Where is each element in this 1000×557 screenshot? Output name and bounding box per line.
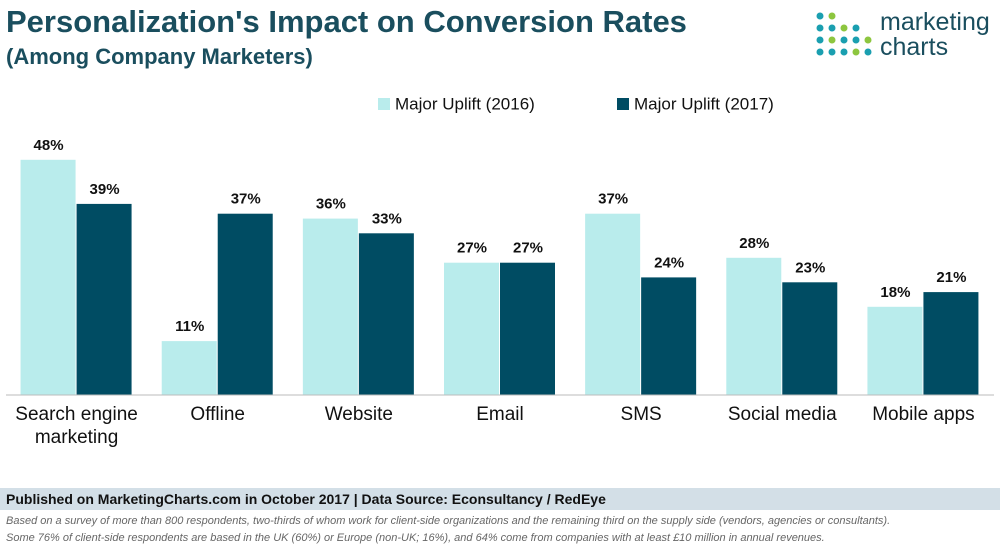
- bar: [76, 203, 132, 395]
- value-label: 28%: [739, 235, 769, 252]
- x-tick-label: Mobile apps: [872, 404, 975, 425]
- bar: [923, 292, 979, 395]
- bar: [302, 218, 358, 395]
- bar: [585, 213, 641, 395]
- bar: [867, 306, 923, 395]
- x-tick-label: Email: [476, 404, 524, 425]
- value-label: 18%: [880, 284, 910, 301]
- bar: [500, 262, 555, 395]
- x-tick-label: Offline: [190, 404, 245, 425]
- legend-swatch: [378, 98, 390, 110]
- value-label: 27%: [457, 240, 487, 257]
- bar: [20, 159, 76, 395]
- bar: [726, 257, 782, 395]
- value-label: 37%: [231, 191, 261, 208]
- value-label: 27%: [513, 240, 543, 257]
- source: Published on MarketingCharts.com in Octo…: [0, 488, 1000, 510]
- x-tick-label: SMS: [620, 404, 662, 425]
- bar: [358, 233, 414, 395]
- chart-subtitle: (Among Company Marketers): [6, 44, 313, 69]
- chart-title: Personalization's Impact on Conversion R…: [6, 4, 687, 39]
- value-label: 48%: [34, 137, 64, 154]
- bar: [161, 341, 217, 395]
- legend-swatch: [617, 98, 629, 110]
- value-label: 23%: [795, 259, 825, 276]
- logo-text: charts: [880, 33, 949, 61]
- value-label: 33%: [372, 210, 402, 227]
- logo-text: marketing: [880, 8, 990, 36]
- x-tick-label: Search engine marketing: [15, 404, 138, 448]
- legend-label: Major Uplift (2017): [634, 94, 774, 113]
- note: Based on a survey of more than 800 respo…: [6, 515, 891, 527]
- value-label: 24%: [654, 254, 684, 271]
- legend-label: Major Uplift (2016): [395, 94, 535, 113]
- value-label: 39%: [90, 181, 120, 198]
- bar: [444, 262, 499, 395]
- note: Some 76% of client-side respondents are …: [6, 532, 825, 544]
- bar: [217, 213, 273, 395]
- value-label: 37%: [598, 191, 628, 208]
- bar: [782, 282, 838, 395]
- value-label: 11%: [175, 318, 204, 335]
- value-label: 36%: [316, 196, 346, 213]
- x-tick-label: Website: [324, 404, 393, 425]
- logo-dots: [816, 12, 872, 56]
- x-tick-label: Social media: [727, 404, 837, 425]
- value-label: 21%: [936, 269, 966, 286]
- bar: [641, 277, 697, 395]
